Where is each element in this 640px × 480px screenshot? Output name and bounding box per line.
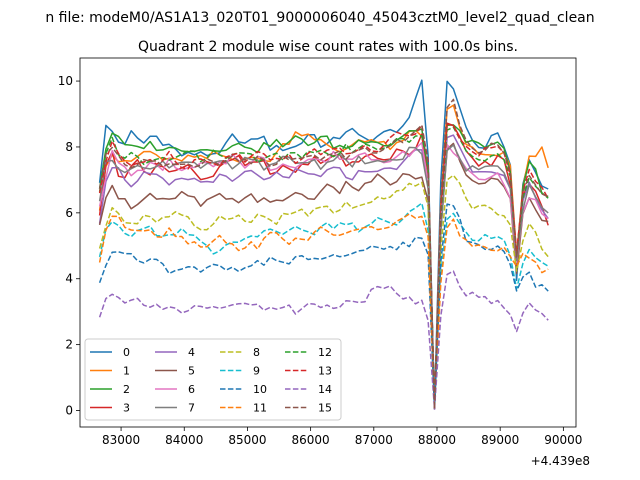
x-tick-label: 83000	[102, 433, 140, 447]
series-layer	[98, 79, 549, 410]
legend-label: 14	[318, 383, 332, 396]
plot-frame	[79, 57, 577, 428]
chart-title: Quadrant 2 module wise count rates with …	[138, 39, 518, 55]
series-line-11	[98, 213, 549, 410]
y-tick-label: 6	[65, 206, 73, 220]
legend-label: 4	[188, 346, 195, 359]
x-tick-label: 87000	[355, 433, 393, 447]
y-tick-label: 0	[65, 404, 73, 418]
y-tick-label: 10	[58, 74, 73, 88]
series-line-15	[98, 98, 549, 410]
legend-label: 8	[253, 346, 260, 359]
series-line-12	[98, 126, 549, 410]
legend-label: 11	[253, 402, 267, 415]
legend-label: 10	[253, 383, 267, 396]
series-line-10	[98, 203, 549, 410]
x-tick-label: 90000	[544, 433, 582, 447]
legend-label: 2	[123, 383, 130, 396]
y-tick-label: 8	[65, 140, 73, 154]
x-tick-label: 88000	[418, 433, 456, 447]
x-tick-label: 86000	[292, 433, 330, 447]
series-line-8	[98, 174, 549, 410]
series-line-4	[98, 134, 549, 410]
series-line-6	[98, 141, 549, 410]
legend-label: 15	[318, 402, 332, 415]
legend-label: 7	[188, 402, 195, 415]
legend-label: 3	[123, 402, 130, 415]
x-tick-label: 84000	[165, 433, 203, 447]
series-line-13	[98, 122, 549, 410]
legend-label: 5	[188, 365, 195, 378]
x-tick-label: 85000	[228, 433, 266, 447]
series-line-5	[98, 142, 549, 410]
legend-label: 12	[318, 346, 332, 359]
x-tick-label: 89000	[481, 433, 519, 447]
y-tick-label: 4	[65, 272, 73, 286]
legend-label: 6	[188, 383, 195, 396]
legend-box	[84, 338, 342, 421]
axes-layer: 83000 84000 85000 86000 87000 88000 89000 90000…	[58, 74, 583, 447]
legend-label: 9	[253, 365, 260, 378]
series-line-14	[98, 270, 549, 410]
legend-label: 0	[123, 346, 130, 359]
x-offset-label: +4.439e8	[531, 454, 590, 468]
legend-label: 1	[123, 365, 130, 378]
series-line-2	[98, 124, 549, 408]
legend-label: 13	[318, 365, 332, 378]
y-tick-label: 2	[65, 338, 73, 352]
figure-suptitle: n file: modeM0/AS1A13_020T01_9000006040_…	[45, 10, 594, 26]
